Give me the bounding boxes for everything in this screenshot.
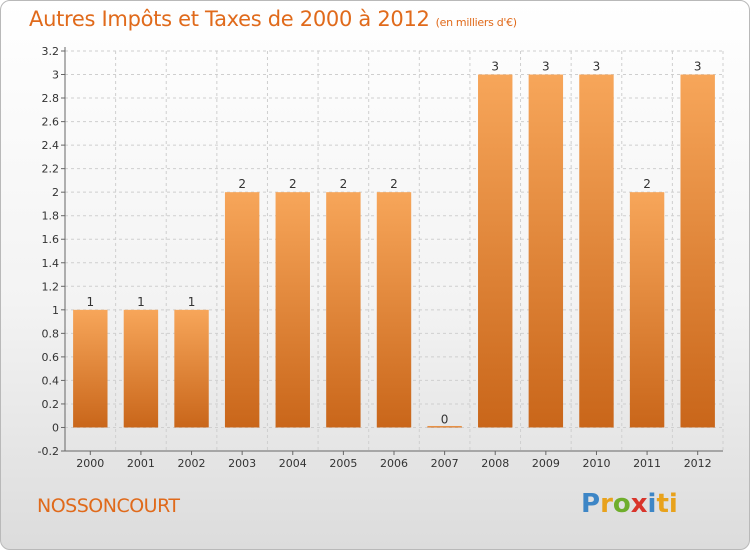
data-label: 3 bbox=[542, 60, 550, 74]
data-label: 2 bbox=[340, 177, 348, 191]
y-tick-label: 3 bbox=[52, 69, 59, 82]
y-tick-label: 0.4 bbox=[42, 374, 60, 387]
y-tick-label: 0.6 bbox=[42, 351, 60, 364]
data-label: 2 bbox=[238, 177, 246, 191]
x-tick-label: 2000 bbox=[76, 457, 104, 470]
proxiti-logo: Proxiti bbox=[581, 489, 678, 519]
y-tick-label: 0.8 bbox=[42, 327, 60, 340]
data-label: 1 bbox=[188, 295, 196, 309]
y-tick-label: 2.2 bbox=[42, 163, 60, 176]
bar-2002 bbox=[174, 309, 209, 428]
data-label: 2 bbox=[390, 177, 398, 191]
x-tick-label: 2005 bbox=[329, 457, 357, 470]
x-tick-labels: 2000 2001 2002 2003 2004 2005 2006 2007 2008 2009… bbox=[76, 457, 711, 470]
y-tick-label: 1.6 bbox=[42, 233, 60, 246]
x-tick-label: 2012 bbox=[684, 457, 712, 470]
commune-name: NOSSONCOURT bbox=[37, 495, 180, 517]
bar-2004 bbox=[275, 192, 310, 428]
x-tick-label: 2011 bbox=[633, 457, 661, 470]
data-label: 3 bbox=[694, 60, 702, 74]
bar-2007 bbox=[427, 425, 462, 428]
y-tick-label: 0.2 bbox=[42, 398, 60, 411]
y-tick-label: 2.4 bbox=[42, 139, 60, 152]
y-tick-label: 1.4 bbox=[42, 257, 60, 270]
x-tick-label: 2009 bbox=[532, 457, 560, 470]
x-tick-label: 2002 bbox=[178, 457, 206, 470]
data-label: 1 bbox=[86, 295, 94, 309]
y-tick-label: 1 bbox=[52, 304, 59, 317]
data-labels: 1 1 1 2 2 2 2 0 3 3 3 2 3 bbox=[86, 60, 701, 427]
bar-2000 bbox=[73, 309, 108, 428]
y-tick-label: 2.8 bbox=[42, 92, 60, 105]
bar-2012 bbox=[680, 74, 715, 428]
y-tick-label: 3.2 bbox=[42, 45, 60, 58]
chart-title: Autres Impôts et Taxes de 2000 à 2012 (en… bbox=[29, 7, 517, 31]
y-tick-labels: -0.2 0 0.2 0.4 0.6 0.8 1 1.2 1.4 1.6 1.8 2 2.2 2.4 2.6… bbox=[38, 45, 59, 458]
bar-2009 bbox=[528, 74, 564, 428]
bar-2008 bbox=[478, 74, 513, 428]
x-tick-label: 2007 bbox=[431, 457, 459, 470]
data-label: 1 bbox=[137, 295, 145, 309]
x-tick-label: 2008 bbox=[481, 457, 509, 470]
y-tick-label: 1.2 bbox=[42, 280, 60, 293]
x-tick-label: 2003 bbox=[228, 457, 256, 470]
x-tick-label: 2001 bbox=[127, 457, 155, 470]
y-tick-label: 2.6 bbox=[42, 116, 60, 129]
bar-2010 bbox=[579, 74, 614, 428]
data-label: 3 bbox=[491, 60, 499, 74]
data-label: 3 bbox=[593, 60, 601, 74]
bar-2006 bbox=[376, 192, 412, 428]
axes bbox=[61, 47, 723, 455]
bars bbox=[73, 74, 715, 428]
bar-2001 bbox=[123, 309, 159, 428]
y-tick-label: -0.2 bbox=[38, 445, 59, 458]
y-tick-label: 2 bbox=[52, 186, 59, 199]
bar-2011 bbox=[629, 192, 665, 428]
bar-2003 bbox=[224, 192, 260, 428]
data-label: 0 bbox=[441, 412, 449, 426]
y-tick-label: 1.8 bbox=[42, 210, 60, 223]
x-tick-label: 2004 bbox=[279, 457, 307, 470]
chart-unit: (en milliers d'€) bbox=[435, 16, 517, 29]
chart-title-text: Autres Impôts et Taxes de 2000 à 2012 bbox=[29, 7, 430, 31]
x-tick-label: 2010 bbox=[582, 457, 610, 470]
x-tick-label: 2006 bbox=[380, 457, 408, 470]
y-tick-label: 0 bbox=[52, 421, 59, 434]
data-label: 2 bbox=[643, 177, 651, 191]
data-label: 2 bbox=[289, 177, 297, 191]
bar-2005 bbox=[326, 192, 361, 428]
